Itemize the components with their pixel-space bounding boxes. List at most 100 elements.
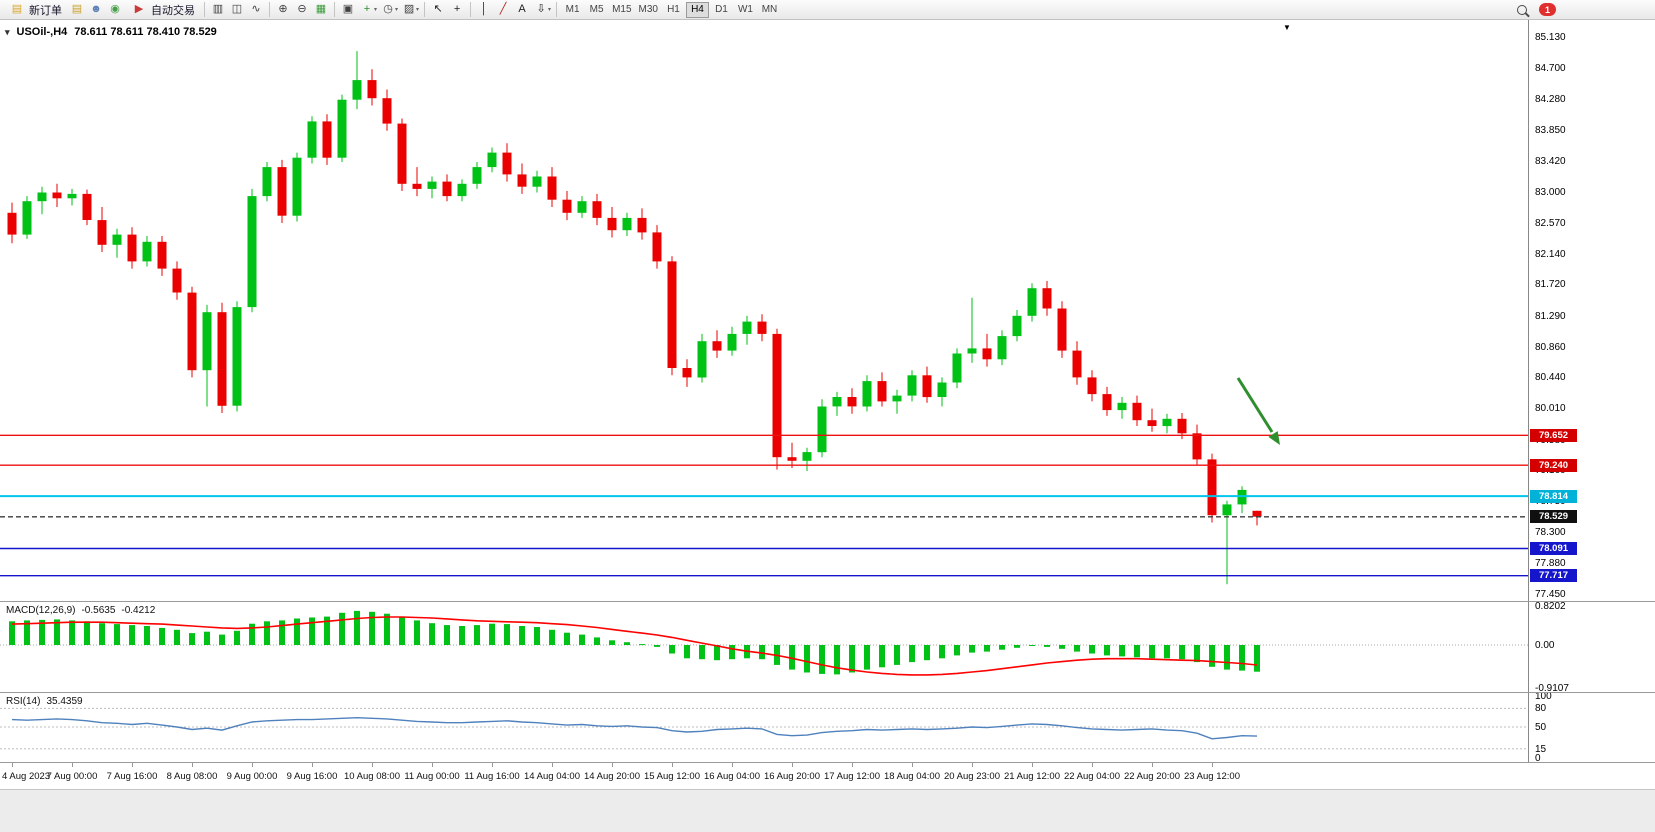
indicators-icon-caret[interactable]: ▾ xyxy=(374,7,378,13)
price-tick: 83.850 xyxy=(1535,124,1566,136)
zoom-out-icon[interactable]: ⊖ xyxy=(297,3,307,15)
panel-divider[interactable] xyxy=(0,692,1655,693)
time-tick xyxy=(432,763,433,767)
clock-icon-caret[interactable]: ▾ xyxy=(395,7,399,13)
new-order-button-label: 新订单 xyxy=(29,4,62,17)
timeframe-w1[interactable]: W1 xyxy=(737,4,753,15)
cursor-icon[interactable]: ↖ xyxy=(433,3,443,15)
toolbar: ▤ 新订单 ▤ ☻ ◉ ▶ 自动交易 ▥ ◫ ∿ ⊕ ⊖ ▦ ▣ + ▾ ◷ ▾ ▨ ▾ ↖ + │ ╱ A ⇩ ▾ M1 M5 M15 M… xyxy=(0,0,1655,20)
price-tick: 80.440 xyxy=(1535,372,1566,384)
time-tick xyxy=(312,763,313,767)
new-order-button[interactable]: ▤ 新订单 xyxy=(3,1,67,19)
timeframe-m5[interactable]: M5 xyxy=(589,4,604,15)
notification-badge[interactable]: 1 xyxy=(1539,3,1556,16)
rsi-title: RSI(14) 35.4359 xyxy=(6,696,83,707)
clock-icon[interactable]: ◷ xyxy=(383,3,393,15)
rsi-axis-label: 0 xyxy=(1535,753,1541,764)
search-icon[interactable] xyxy=(1512,1,1532,19)
tile-windows-icon[interactable]: ▣ xyxy=(342,3,354,15)
timeframe-m30[interactable]: M30 xyxy=(638,4,658,15)
indicators-icon[interactable]: + xyxy=(363,3,371,15)
time-tick xyxy=(732,763,733,767)
time-label: 14 Aug 20:00 xyxy=(584,771,640,782)
time-label: 7 Aug 00:00 xyxy=(46,771,98,782)
rsi-panel-canvas[interactable] xyxy=(0,693,1528,762)
price-badge-79.240: 79.240 xyxy=(1530,458,1577,472)
time-tick xyxy=(192,763,193,767)
macd-signal-line xyxy=(11,616,1258,676)
window-background xyxy=(0,789,1655,832)
panel-divider[interactable] xyxy=(0,601,1655,602)
time-tick xyxy=(1092,763,1093,767)
macd-signal-value: -0.4212 xyxy=(121,605,156,616)
candle-chart-icon[interactable]: ◫ xyxy=(231,3,243,15)
time-tick xyxy=(852,763,853,767)
price-chart-canvas[interactable] xyxy=(0,20,1528,600)
grid-icon[interactable]: ▦ xyxy=(315,3,327,15)
macd-main-value: -0.5635 xyxy=(81,605,116,616)
price-tick: 77.880 xyxy=(1535,557,1566,569)
timeframe-m15[interactable]: M15 xyxy=(612,4,632,15)
price-tick: 82.140 xyxy=(1535,248,1566,260)
time-tick xyxy=(672,763,673,767)
magnifier-glyph xyxy=(1517,4,1527,15)
template-icon-caret[interactable]: ▾ xyxy=(416,7,420,13)
arrows-icon[interactable]: ⇩ xyxy=(536,3,546,15)
rsi-axis-label: 50 xyxy=(1535,722,1547,733)
time-label: 23 Aug 12:00 xyxy=(1184,771,1240,782)
bar-chart-icon[interactable]: ▥ xyxy=(212,3,224,15)
toolbar-separator xyxy=(470,2,472,17)
time-label: 8 Aug 08:00 xyxy=(166,771,218,782)
macd-axis-label: -0.9107 xyxy=(1535,683,1569,695)
timeframe-mn[interactable]: MN xyxy=(761,4,778,15)
time-label: 4 Aug 2023 xyxy=(2,771,51,782)
timeframe-m1[interactable]: M1 xyxy=(565,4,580,15)
price-badge-78.814: 78.814 xyxy=(1530,489,1577,503)
line-chart-icon[interactable]: ∿ xyxy=(251,3,261,15)
timeframe-d1[interactable]: D1 xyxy=(715,4,728,15)
time-label: 20 Aug 23:00 xyxy=(944,771,1000,782)
community-icon[interactable]: ◉ xyxy=(110,3,120,15)
chart-window: ▾ USOil-,H4 78.611 78.611 78.410 78.529 … xyxy=(0,20,1655,832)
ohlc-values: 78.611 78.611 78.410 78.529 xyxy=(74,26,217,38)
arrows-icon-caret[interactable]: ▾ xyxy=(548,7,552,13)
price-tick: 84.700 xyxy=(1535,63,1566,75)
price-tick: 85.130 xyxy=(1535,32,1566,43)
crosshair-icon[interactable]: + xyxy=(453,3,461,15)
panel-divider[interactable] xyxy=(0,762,1655,763)
autotrade-button-icon: ▶ xyxy=(134,3,144,15)
timeframe-h4[interactable]: H4 xyxy=(685,1,709,18)
chart-shift-marker[interactable]: ▼ xyxy=(1283,23,1291,32)
price-tick: 82.570 xyxy=(1535,217,1566,229)
price-badge-78.529: 78.529 xyxy=(1530,510,1577,524)
autotrade-button[interactable]: ▶ 自动交易 xyxy=(125,1,200,19)
macd-histogram xyxy=(9,610,1260,675)
profile-icon[interactable]: ☻ xyxy=(90,3,102,15)
history-center-icon[interactable]: ▤ xyxy=(71,3,83,15)
time-label: 7 Aug 16:00 xyxy=(106,771,158,782)
time-label: 18 Aug 04:00 xyxy=(884,771,940,782)
rsi-label: RSI(14) xyxy=(6,696,41,707)
trendline-icon[interactable]: ╱ xyxy=(499,3,507,15)
price-badge-79.652: 79.652 xyxy=(1530,428,1577,442)
arrow-annotation[interactable] xyxy=(1236,377,1274,433)
price-tick: 80.010 xyxy=(1535,403,1566,415)
zoom-in-icon[interactable]: ⊕ xyxy=(278,3,288,15)
price-badge-77.717: 77.717 xyxy=(1530,569,1577,583)
time-label: 11 Aug 16:00 xyxy=(464,771,520,782)
template-icon[interactable]: ▨ xyxy=(403,3,415,15)
macd-panel-canvas[interactable] xyxy=(0,602,1528,692)
one-click-trading-toggle[interactable]: ▾ xyxy=(5,26,10,37)
arrow-annotation-head[interactable] xyxy=(1268,431,1280,445)
time-scale[interactable]: 4 Aug 2023 7 Aug 00:00 7 Aug 16:00 8 Aug 08… xyxy=(0,763,1655,789)
macd-axis-label: 0.8202 xyxy=(1535,601,1566,613)
toolbar-separator xyxy=(424,2,426,17)
time-label: 16 Aug 04:00 xyxy=(704,771,760,782)
vertical-line-icon[interactable]: │ xyxy=(480,3,488,15)
rsi-axis-label: 80 xyxy=(1535,703,1547,715)
timeframe-h1[interactable]: H1 xyxy=(667,4,680,15)
text-label-icon[interactable]: A xyxy=(518,3,526,15)
time-tick xyxy=(492,763,493,767)
price-scale[interactable]: 85.130 84.700 84.280 83.850 83.420 83.000 82.5… xyxy=(1528,20,1655,764)
